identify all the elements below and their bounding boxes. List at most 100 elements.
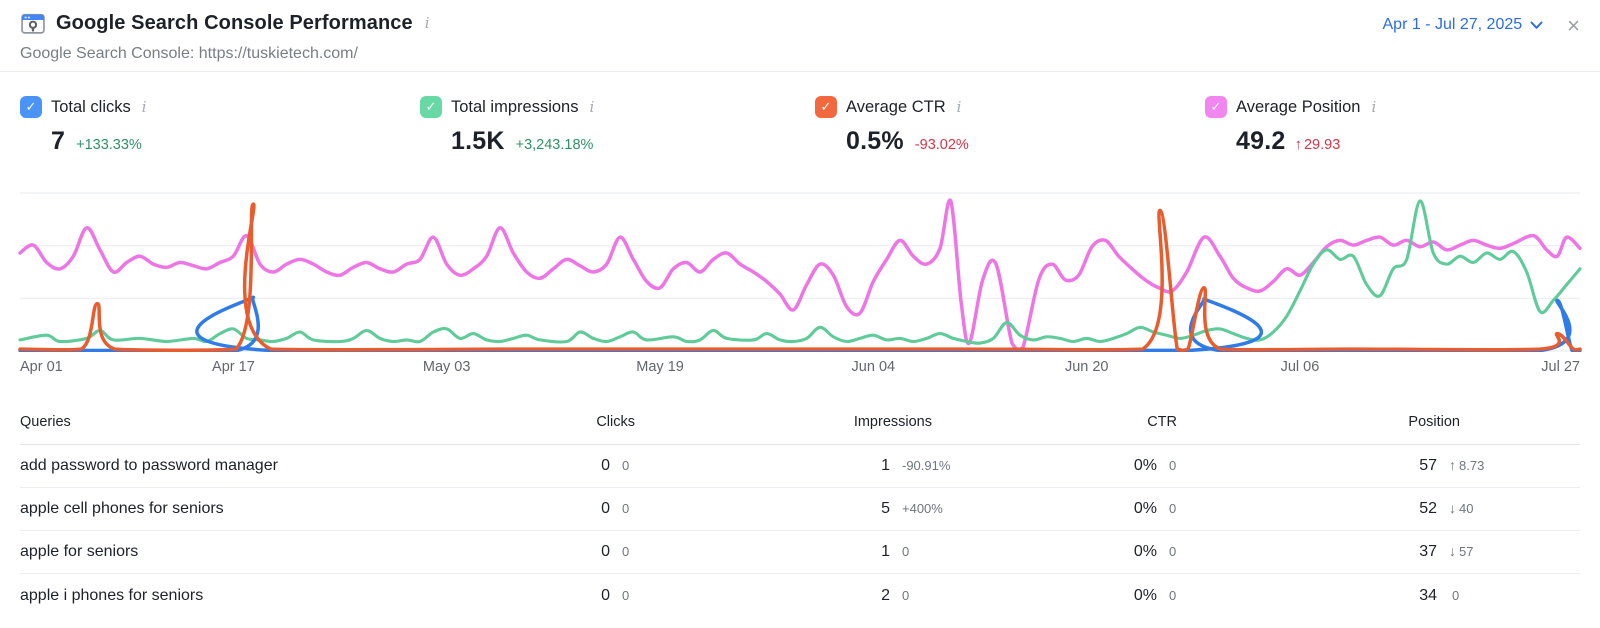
column-header-position: Position	[1408, 414, 1460, 430]
widget-header: Google Search Console Performance i Goog…	[0, 0, 1600, 72]
query-cell[interactable]: add password to password manager	[20, 457, 278, 474]
property-subtitle: Google Search Console: https://tuskietec…	[20, 45, 358, 62]
performance-chart[interactable]	[0, 192, 1600, 352]
ctr-delta: 0	[1169, 544, 1177, 559]
info-icon[interactable]: i	[1371, 98, 1377, 116]
metric-total-clicks: ✓ Total clicks i 7 +133.33%	[20, 96, 420, 156]
impressions-value: 5	[881, 500, 890, 517]
metric-label: Average Position	[1236, 97, 1361, 116]
series-line-impressions	[18, 199, 1582, 345]
x-axis-label: Apr 17	[212, 359, 255, 375]
metric-average-ctr: ✓ Average CTR i 0.5% -93.02%	[815, 96, 1205, 156]
info-icon[interactable]: i	[589, 98, 595, 116]
column-header-ctr: CTR	[1147, 414, 1177, 430]
table-header-row: Queries Clicks Impressions CTR Position	[20, 400, 1580, 445]
clicks-value: 0	[601, 543, 610, 560]
position-value: 37	[1419, 543, 1437, 560]
close-icon[interactable]: ×	[1567, 13, 1580, 38]
clicks-delta: 0	[622, 501, 630, 516]
clicks-value: 0	[601, 500, 610, 517]
clicks-delta: 0	[622, 587, 630, 603]
impressions-value: 1	[881, 457, 890, 474]
x-axis-label: Apr 01	[20, 359, 63, 375]
metric-delta: -93.02%	[914, 137, 969, 153]
metric-average-position: ✓ Average Position i 49.2 ↑ 29.93	[1205, 96, 1580, 156]
metric-delta: ↑ 29.93	[1294, 136, 1341, 153]
metric-value: 1.5K	[451, 127, 505, 155]
ctr-delta: 0	[1169, 458, 1177, 473]
position-value: 34	[1419, 586, 1437, 604]
average-position-checkbox[interactable]: ✓	[1205, 96, 1227, 118]
impressions-delta: +400%	[902, 501, 943, 516]
position-delta: ↑ 8.73	[1449, 457, 1485, 473]
queries-table: Queries Clicks Impressions CTR Position …	[0, 400, 1600, 617]
impressions-value: 2	[881, 586, 890, 604]
query-cell[interactable]: apple i phones for seniors	[20, 586, 204, 604]
up-arrow-icon: ↑	[1294, 136, 1302, 153]
ctr-value: 0%	[1133, 586, 1157, 604]
series-line-clicks	[18, 295, 1582, 352]
x-axis-label: Jun 04	[851, 359, 896, 375]
ctr-delta: 0	[1169, 501, 1177, 516]
position-value: 52	[1419, 500, 1437, 517]
x-axis-label: Jul 27	[1541, 359, 1580, 375]
clicks-delta: 0	[622, 544, 630, 559]
ctr-delta: 0	[1169, 587, 1177, 603]
ctr-value: 0%	[1133, 500, 1157, 517]
google-search-console-icon	[20, 11, 46, 36]
series-line-position	[18, 198, 1582, 352]
position-delta: ↓ 57	[1449, 543, 1474, 559]
metric-label: Total impressions	[451, 97, 579, 116]
x-axis-label: May 19	[636, 359, 684, 375]
x-axis: Apr 01 Apr 17 May 03 May 19 Jun 04 Jun 2…	[20, 352, 1580, 386]
x-axis-label: May 03	[422, 359, 471, 375]
series-line-ctr	[18, 202, 1582, 352]
metric-total-impressions: ✓ Total impressions i 1.5K +3,243.18%	[420, 96, 815, 156]
metric-value: 49.2	[1236, 127, 1286, 155]
ctr-value: 0%	[1133, 543, 1157, 560]
total-clicks-checkbox[interactable]: ✓	[20, 96, 42, 118]
clicks-value: 0	[601, 457, 610, 474]
metric-delta: +3,243.18%	[515, 137, 594, 153]
chevron-down-icon	[1530, 21, 1543, 30]
query-cell[interactable]: apple for seniors	[20, 543, 139, 560]
clicks-value: 0	[601, 586, 610, 604]
impressions-delta: 0	[902, 544, 910, 559]
title-info-icon[interactable]: i	[424, 14, 430, 32]
performance-chart-svg[interactable]	[0, 192, 1600, 352]
metric-cards: ✓ Total clicks i 7 +133.33% ✓ Total impr…	[0, 72, 1600, 156]
clicks-delta: 0	[622, 458, 630, 473]
metric-label: Total clicks	[51, 97, 131, 116]
up-arrow-icon: ↑	[1449, 457, 1456, 473]
column-header-impressions: Impressions	[853, 414, 932, 430]
column-header-queries: Queries	[20, 414, 71, 430]
info-icon[interactable]: i	[956, 98, 962, 116]
date-range-label: Apr 1 - Jul 27, 2025	[1382, 16, 1523, 33]
total-impressions-checkbox[interactable]: ✓	[420, 96, 442, 118]
metric-delta: +133.33%	[76, 137, 142, 153]
info-icon[interactable]: i	[141, 98, 147, 116]
down-arrow-icon: ↓	[1449, 543, 1456, 559]
x-axis-label: Jun 20	[1064, 359, 1109, 375]
column-header-clicks: Clicks	[596, 414, 635, 430]
position-delta: ↓ 40	[1449, 500, 1474, 516]
query-cell[interactable]: apple cell phones for seniors	[20, 500, 224, 517]
metric-label: Average CTR	[846, 97, 946, 116]
impressions-value: 1	[881, 543, 890, 560]
average-ctr-checkbox[interactable]: ✓	[815, 96, 837, 118]
impressions-delta: -90.91%	[902, 458, 951, 473]
impressions-delta: 0	[902, 587, 910, 603]
position-value: 57	[1419, 457, 1437, 474]
ctr-value: 0%	[1133, 457, 1157, 474]
date-range-selector[interactable]: Apr 1 - Jul 27, 2025	[1383, 16, 1544, 34]
page-title: Google Search Console Performance	[56, 11, 413, 34]
metric-value: 0.5%	[846, 127, 904, 155]
metric-value: 7	[51, 127, 66, 155]
position-delta: 0	[1452, 587, 1460, 603]
x-axis-label: Jul 06	[1280, 359, 1320, 375]
